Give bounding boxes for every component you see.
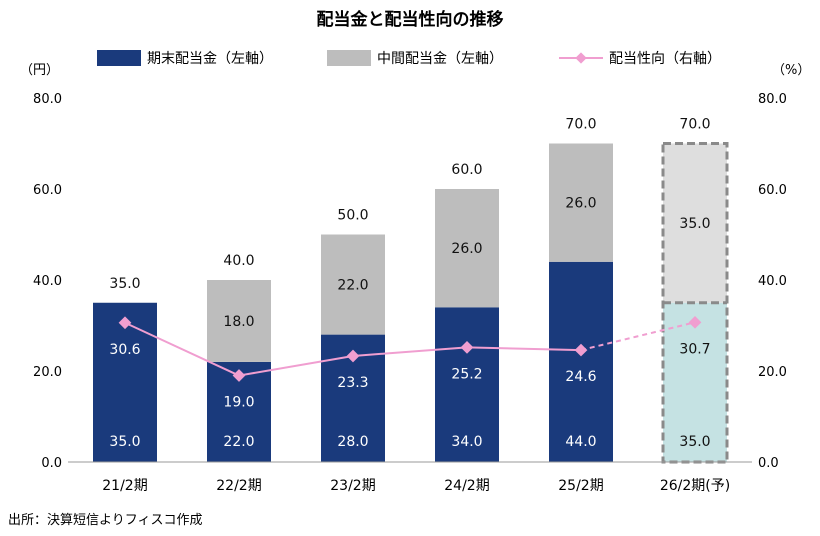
payout-line-segment [238,354,354,377]
final-dividend-label: 35.0 [109,434,140,450]
source-note: 出所：決算短信よりフィスコ作成 [8,513,202,528]
payout-line [118,315,702,382]
payout-line-segment [466,346,582,352]
right-axis-unit: （%） [772,63,810,78]
total-dividend-label: 50.0 [337,208,368,224]
legend-swatch-interim [327,50,371,66]
right-tick-label: 20.0 [758,365,787,380]
payout-point [232,369,246,382]
final-dividend-label: 35.0 [679,434,710,450]
right-tick-label: 40.0 [758,274,787,289]
total-dividend-label: 70.0 [565,117,596,133]
left-tick-label: 0.0 [41,456,62,471]
chart-title: 配当金と配当性向の推移 [317,9,504,30]
right-axis-ticks: 0.0 20.0 40.0 60.0 80.0 [758,92,787,471]
legend-label-payout: 配当性向（右軸） [609,51,721,67]
final-dividend-label: 34.0 [451,434,482,450]
interim-dividend-label: 18.0 [223,314,254,330]
category-label: 25/2期 [558,478,603,494]
interim-dividend-bar [321,234,385,335]
interim-dividend-label: 26.0 [565,196,596,212]
category-label: 22/2期 [216,478,261,494]
total-dividend-label: 40.0 [223,253,254,269]
final-dividend-bar [435,307,499,462]
interim-dividend-label: 35.0 [679,216,710,232]
category-label: 23/2期 [330,478,375,494]
total-dividend-label: 35.0 [109,276,140,292]
bars [93,143,727,462]
final-dividend-label: 22.0 [223,434,254,450]
final-dividend-bar [549,261,613,462]
category-labels: 21/2期 22/2期 23/2期 24/2期 25/2期 26/2期(予) [102,478,730,494]
left-tick-label: 80.0 [33,92,62,107]
right-tick-label: 60.0 [758,183,787,198]
payout-line-segment [580,321,696,352]
payout-label: 30.6 [109,342,140,358]
right-tick-label: 80.0 [758,92,787,107]
payout-point [118,316,132,330]
payout-point [460,340,474,354]
legend-label-final: 期末配当金（左軸） [147,51,273,67]
payout-point [346,349,360,363]
legend-marker-payout [575,52,587,64]
payout-label: 19.0 [223,395,254,411]
interim-dividend-bar [435,189,499,308]
final-dividend-bar [93,302,157,462]
final-dividend-bar [663,302,727,462]
left-axis-unit: （円） [20,63,59,78]
interim-dividend-label: 22.0 [337,278,368,294]
payout-line-segment [352,346,468,357]
interim-dividend-bar [207,280,271,362]
payout-label: 25.2 [451,366,482,382]
total-dividend-label: 70.0 [679,117,710,133]
left-tick-label: 60.0 [33,183,62,198]
right-tick-label: 0.0 [758,456,779,471]
left-tick-label: 20.0 [33,365,62,380]
legend-swatch-final [97,50,141,66]
payout-line-segment [124,321,240,377]
final-dividend-label: 28.0 [337,434,368,450]
left-axis-ticks: 0.0 20.0 40.0 60.0 80.0 [33,92,62,471]
payout-label: 30.7 [679,341,710,357]
payout-label: 24.6 [565,369,596,385]
left-tick-label: 40.0 [33,274,62,289]
category-label: 24/2期 [444,478,489,494]
interim-dividend-label: 26.0 [451,241,482,257]
data-labels: 35.0 35.0 22.0 18.0 40.0 28.0 22.0 50.0 34.0 26.0… [109,117,710,451]
final-dividend-label: 44.0 [565,434,596,450]
legend: 期末配当金（左軸） 中間配当金（左軸） 配当性向（右軸） [97,50,721,67]
interim-dividend-bar [663,143,727,303]
category-label: 21/2期 [102,478,147,494]
category-label: 26/2期(予) [660,478,730,494]
interim-dividend-bar [549,143,613,262]
legend-label-interim: 中間配当金（左軸） [377,51,503,67]
total-dividend-label: 60.0 [451,162,482,178]
payout-label: 23.3 [337,375,368,391]
